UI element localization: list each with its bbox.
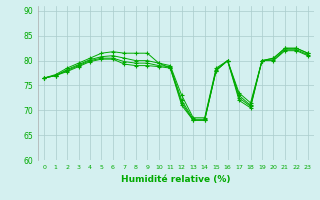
X-axis label: Humidité relative (%): Humidité relative (%) xyxy=(121,175,231,184)
